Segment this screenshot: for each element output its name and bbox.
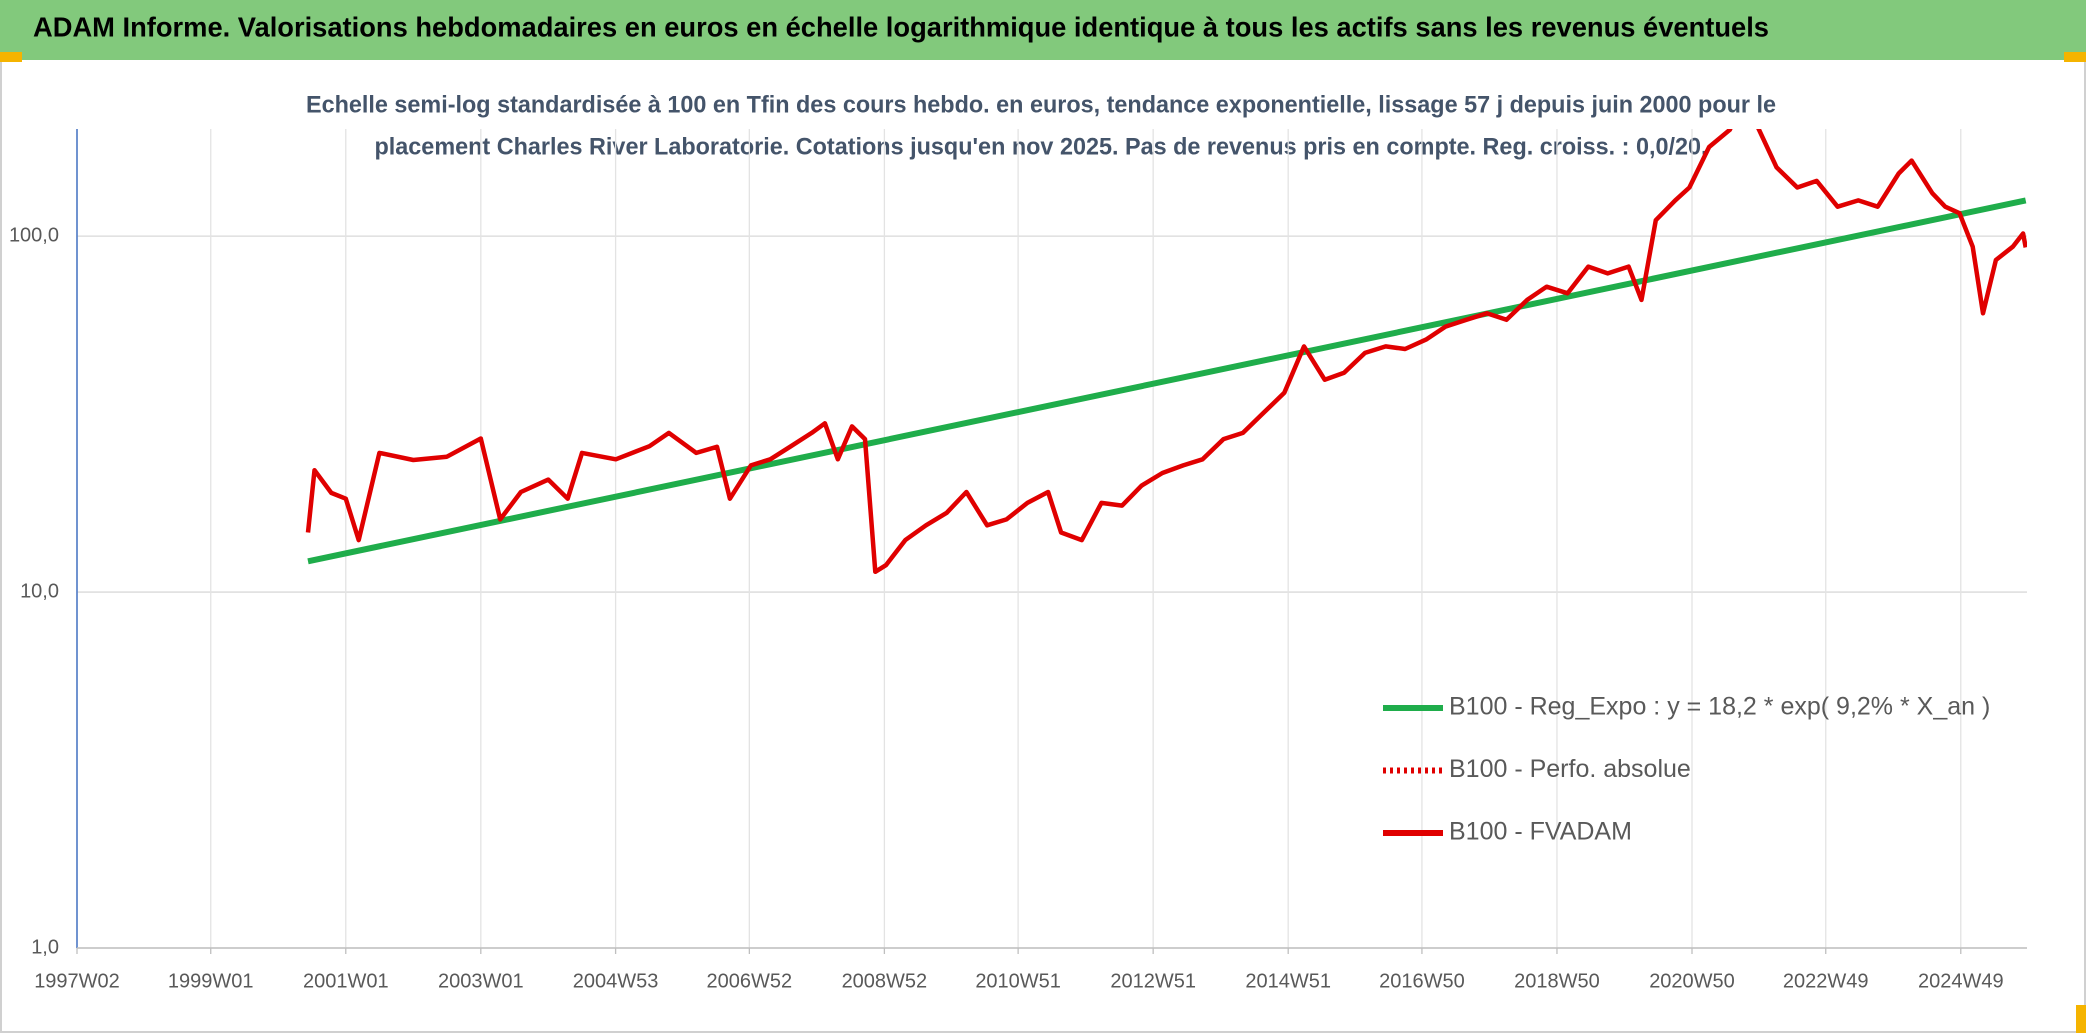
corner-mark: [2064, 52, 2086, 62]
x-tick-label: 2022W49: [1783, 970, 1869, 992]
x-tick-label: 2020W50: [1649, 970, 1735, 992]
x-tick-label: 2010W51: [975, 970, 1061, 992]
chart-subtitle: placement Charles River Laboratorie. Cot…: [375, 133, 1708, 160]
x-tick-label: 2003W01: [438, 970, 524, 992]
x-tick-label: 2024W49: [1918, 970, 2004, 992]
header-bar: [0, 0, 2086, 60]
corner-mark: [2076, 1005, 2086, 1033]
x-tick-label: 2004W53: [573, 970, 659, 992]
y-tick-label: 100,0: [9, 224, 59, 246]
x-tick-label: 2008W52: [842, 970, 928, 992]
legend: B100 - Reg_Expo : y = 18,2 * exp( 9,2% *…: [1383, 693, 1990, 846]
legend-label: B100 - Perfo. absolue: [1449, 755, 1691, 783]
chart-title: ADAM Informe. Valorisations hebdomadaire…: [33, 11, 1769, 42]
legend-label: B100 - Reg_Expo : y = 18,2 * exp( 9,2% *…: [1449, 693, 1990, 721]
x-tick-label: 2018W50: [1514, 970, 1600, 992]
x-tick-label: 2016W50: [1379, 970, 1465, 992]
legend-label: B100 - FVADAM: [1449, 818, 1632, 846]
x-tick-label: 2012W51: [1110, 970, 1196, 992]
x-tick-label: 1997W02: [34, 970, 120, 992]
x-tick-label: 1999W01: [168, 970, 254, 992]
grid: [76, 129, 2027, 954]
corner-mark: [0, 52, 22, 62]
line-series: [307, 197, 2027, 565]
chart-subtitle: Echelle semi-log standardisée à 100 en T…: [306, 91, 1776, 118]
x-tick-label: 2014W51: [1245, 970, 1331, 992]
x-tick-label: 2001W01: [303, 970, 389, 992]
line-series: [305, 129, 2027, 575]
y-tick-label: 10,0: [20, 580, 59, 602]
plot-area: [305, 129, 2027, 575]
y-tick-label: 1,0: [31, 936, 59, 958]
x-tick-label: 2006W52: [707, 970, 793, 992]
